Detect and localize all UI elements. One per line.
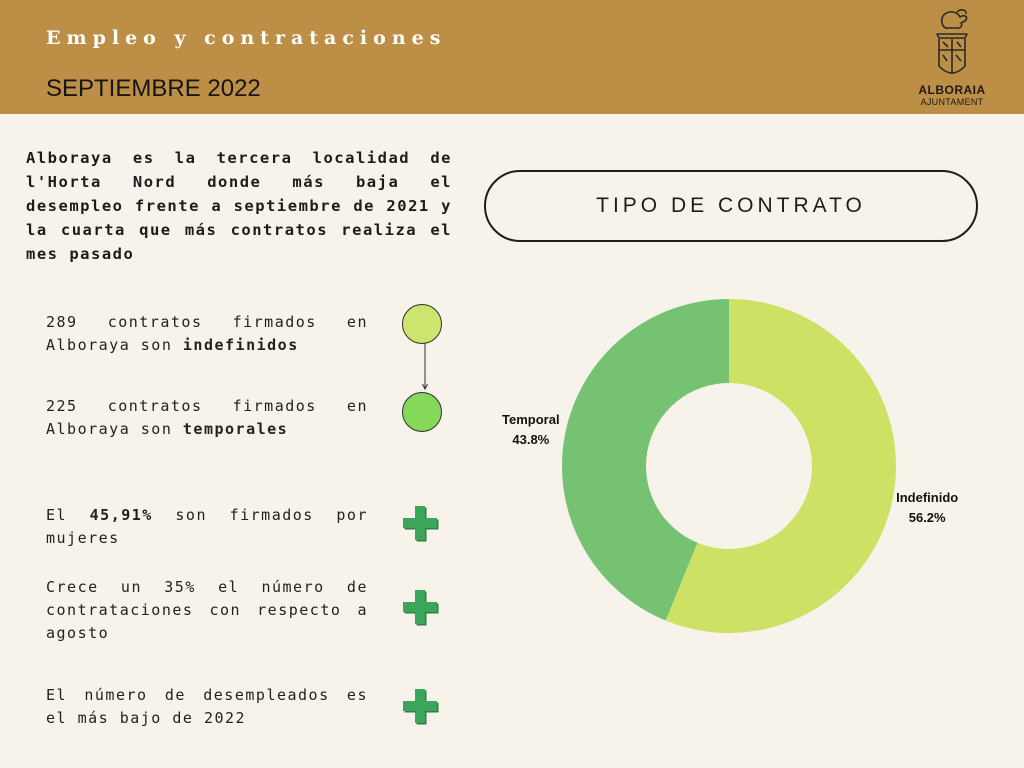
page-title: Empleo y contrataciones xyxy=(46,27,447,49)
stat-indefinidos: 289 contratos firmados en Alboraya son i… xyxy=(46,311,368,357)
indefinidos-circle xyxy=(402,304,442,344)
logo-name: ALBORAIA xyxy=(918,83,986,97)
stat-mujeres-pre: El xyxy=(46,506,90,524)
slice-value-indefinido: 56.2% xyxy=(909,510,946,525)
arrow-down-icon xyxy=(422,343,428,391)
tipo-de-contrato-pill: TIPO DE CONTRATO xyxy=(484,170,978,242)
slice-label-temporal: Temporal xyxy=(502,412,560,427)
stat-indefinidos-bold: indefinidos xyxy=(182,336,299,354)
plus-icon xyxy=(403,689,439,725)
temporales-circle xyxy=(402,392,442,432)
coat-of-arms-icon xyxy=(936,9,968,74)
stat-mujeres-post: son firmados por mujeres xyxy=(46,506,368,547)
plus-icon xyxy=(403,506,439,542)
donut-chart: Indefinido 56.2% Temporal 43.8% xyxy=(502,299,958,633)
stat-temporales: 225 contratos firmados en Alboraya son t… xyxy=(46,395,368,441)
plus-icon xyxy=(403,590,439,626)
donut-slice-indefinido xyxy=(665,299,896,633)
slice-value-temporal: 43.8% xyxy=(512,432,549,447)
stat-indefinidos-text: 289 contratos firmados en Alboraya son xyxy=(46,313,368,354)
pill-label: TIPO DE CONTRATO xyxy=(596,194,866,217)
logo-subtitle: AJUNTAMENT xyxy=(920,97,984,107)
alboraia-logo: ALBORAIA AJUNTAMENT xyxy=(913,8,991,108)
donut-slice-temporal xyxy=(562,299,729,621)
header-banner: Empleo y contrataciones SEPTIEMBRE 2022 … xyxy=(0,0,1024,114)
stat-desempleados: El número de desempleados es el más bajo… xyxy=(46,686,368,727)
stat-mujeres: El 45,91% son firmados por mujeres xyxy=(46,504,368,550)
slice-label-indefinido: Indefinido xyxy=(896,490,958,505)
stat-mujeres-bold: 45,91% xyxy=(89,506,153,524)
intro-paragraph: Alboraya es la tercera localidad de l'Ho… xyxy=(26,149,452,263)
stat-crece: Crece un 35% el número de contrataciones… xyxy=(46,578,368,642)
stat-temporales-text: 225 contratos firmados en Alboraya son xyxy=(46,397,368,438)
stat-temporales-bold: temporales xyxy=(182,420,289,438)
page-subtitle: SEPTIEMBRE 2022 xyxy=(46,75,261,102)
